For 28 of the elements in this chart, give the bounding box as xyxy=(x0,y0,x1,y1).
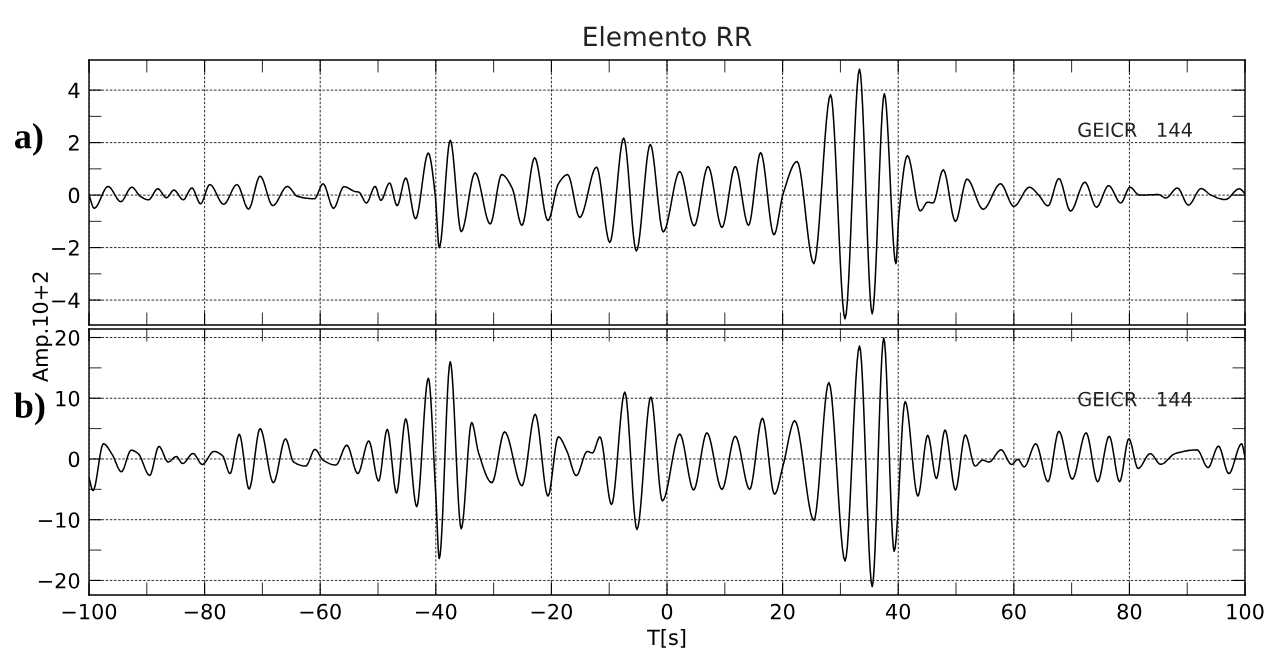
y-tick-label: 20 xyxy=(55,329,80,346)
x-tick-label: −20 xyxy=(531,603,573,620)
y-tick-label: 10 xyxy=(56,390,80,407)
y-tick-label: 2 xyxy=(68,135,79,151)
y-tick-label: 0 xyxy=(68,451,80,468)
y-axis-title: Amp.10+2 xyxy=(32,272,53,382)
x-tick-label: −60 xyxy=(300,603,341,620)
x-tick-label: 80 xyxy=(1117,603,1142,620)
x-tick-label: −100 xyxy=(62,603,117,620)
x-tick-label: 0 xyxy=(661,603,673,620)
y-tick-label: −10 xyxy=(38,512,80,528)
y-tick-label: 0 xyxy=(68,187,80,204)
annotation: GEICR 144 xyxy=(1078,391,1192,407)
x-tick-label: −80 xyxy=(184,603,226,620)
x-tick-label: 40 xyxy=(885,603,911,620)
annotation: GEICR 144 xyxy=(1078,122,1192,138)
y-tick-label: 4 xyxy=(68,82,80,99)
x-axis-title: T[s] xyxy=(647,629,686,648)
chart-title: Elemento RR xyxy=(584,26,752,47)
x-tick-label: 100 xyxy=(1227,603,1264,620)
x-tick-label: −40 xyxy=(416,603,457,620)
x-tick-label: 60 xyxy=(1002,603,1026,620)
text: b) xyxy=(14,392,45,426)
x-tick-label: 20 xyxy=(770,603,795,620)
y-tick-label: −2 xyxy=(52,240,79,256)
y-tick-label: −20 xyxy=(38,572,80,589)
y-tick-label: −4 xyxy=(52,292,80,308)
text: a) xyxy=(15,123,43,156)
